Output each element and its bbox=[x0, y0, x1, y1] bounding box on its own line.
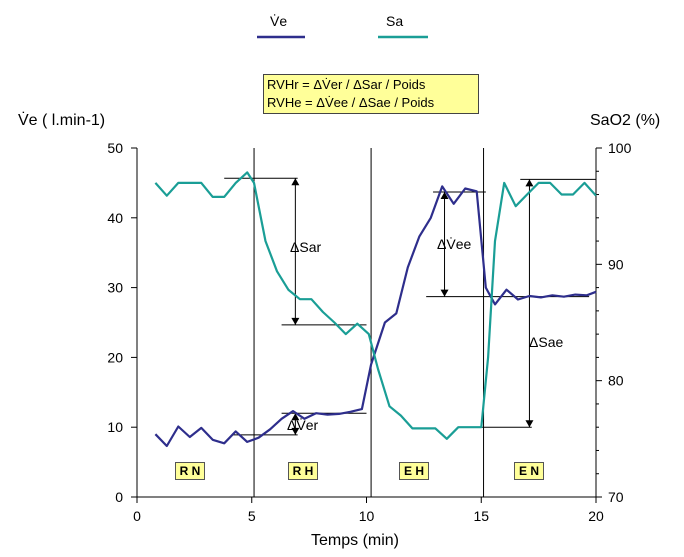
y-right-axis-title: SaO2 (%) bbox=[590, 112, 661, 129]
delta-ver-arrow-up bbox=[291, 413, 300, 421]
legend-label-sa: Sa bbox=[386, 13, 403, 29]
delta-sae-arrow-down bbox=[525, 420, 534, 428]
y-right-tick-label: 90 bbox=[608, 256, 624, 272]
delta-sae-label: ΔSae bbox=[529, 334, 563, 350]
formula-line-2: RVHe = ΔV̇ee / ΔSae / Poids bbox=[267, 95, 435, 110]
delta-vee-arrow-down bbox=[440, 289, 449, 297]
phase-boundary-lines bbox=[253, 148, 485, 497]
x-tick-label: 5 bbox=[248, 508, 256, 524]
x-tick-label: 10 bbox=[359, 508, 375, 524]
x-axis-title: Temps (min) bbox=[311, 532, 400, 549]
formula-box: RVHr = ΔV̇er / ΔSar / Poids RVHe = ΔV̇ee… bbox=[263, 74, 479, 114]
y-right-tick-label: 100 bbox=[608, 140, 632, 156]
y-left-tick-label: 0 bbox=[115, 489, 123, 505]
delta-sar-arrow-down bbox=[291, 317, 300, 325]
phase-label-en: E N bbox=[514, 462, 544, 480]
phase-label-rh: R H bbox=[288, 462, 318, 480]
legend: V̇e Sa bbox=[257, 13, 428, 39]
y-left-tick-label: 10 bbox=[107, 419, 123, 435]
formula-line-1: RVHr = ΔV̇er / ΔSar / Poids bbox=[267, 77, 426, 92]
delta-sar-label: ΔSar bbox=[290, 239, 321, 255]
phase-label-rn: R N bbox=[175, 462, 205, 480]
series-line-ve bbox=[154, 185, 597, 448]
series-layer bbox=[154, 171, 597, 448]
delta-ver-label: ΔV̇er bbox=[287, 417, 318, 433]
legend-label-ve: V̇e bbox=[270, 13, 287, 29]
annotation-lines bbox=[224, 177, 596, 436]
x-tick-label: 0 bbox=[133, 508, 141, 524]
y-left-axis-title: V̇e ( l.min-1) bbox=[18, 112, 106, 129]
x-tick-label: 15 bbox=[473, 508, 489, 524]
delta-sae-arrow-up bbox=[525, 179, 534, 187]
delta-vee-arrow-up bbox=[440, 191, 449, 199]
y-left-tick-label: 30 bbox=[107, 280, 123, 296]
y-left-tick-label: 20 bbox=[107, 349, 123, 365]
delta-sar-arrow-up bbox=[291, 178, 300, 186]
phase-label-eh: E H bbox=[399, 462, 429, 480]
x-tick-label: 20 bbox=[588, 508, 604, 524]
y-left-tick-label: 40 bbox=[107, 210, 123, 226]
delta-vee-label: ΔV̇ee bbox=[437, 236, 471, 252]
y-right-tick-label: 70 bbox=[608, 489, 624, 505]
series-line-sa bbox=[154, 171, 597, 440]
ticks-layer: 0 5 10 15 20 0 10 20 30 40 50 70 80 90 100 bbox=[107, 140, 631, 524]
y-left-tick-label: 50 bbox=[107, 140, 123, 156]
y-right-tick-label: 80 bbox=[608, 373, 624, 389]
delta-ver-arrow-down bbox=[291, 427, 300, 435]
